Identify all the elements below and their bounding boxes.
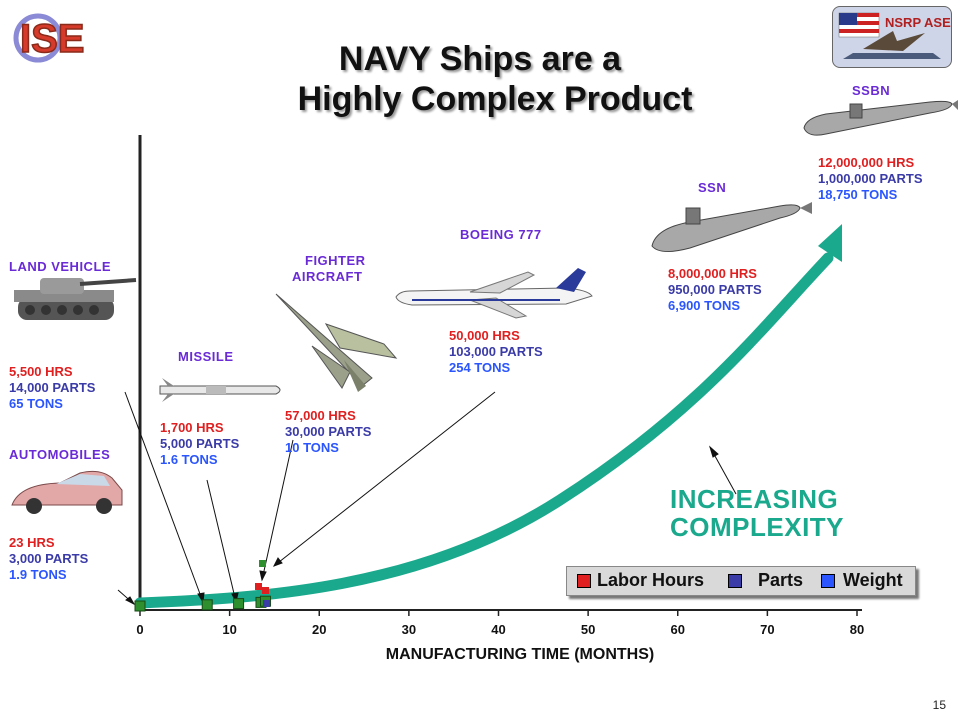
x-tick-label: 60 <box>671 622 685 637</box>
x-tick-label: 50 <box>581 622 595 637</box>
boeing-777-image <box>395 268 593 319</box>
x-tick-label: 40 <box>491 622 505 637</box>
missile-parts: 5,000 PARTS <box>160 436 240 451</box>
category-fighter-line1: FIGHTER <box>305 253 366 268</box>
stats-fighter-aircraft: 57,000 HRS 30,000 PARTS 10 TONS <box>285 408 371 456</box>
x-tick-label: 20 <box>312 622 326 637</box>
stats-automobiles: 23 HRS 3,000 PARTS 1.9 TONS <box>9 535 88 583</box>
automobiles-parts: 3,000 PARTS <box>9 551 89 566</box>
missile-hrs: 1,700 HRS <box>160 420 224 435</box>
data-point-marker-small <box>263 600 270 607</box>
arrowhead-fighter <box>259 570 267 582</box>
legend-swatch-labor-hours <box>577 574 591 588</box>
increasing-complexity-label: INCREASING COMPLEXITY <box>670 485 844 541</box>
arrowhead-boeing <box>272 557 283 567</box>
category-missile: MISSILE <box>178 349 234 364</box>
ssn-submarine-image <box>651 202 812 252</box>
stats-ssbn: 12,000,000 HRS 1,000,000 PARTS 18,750 TO… <box>818 155 923 203</box>
legend: Labor Hours Parts Weight <box>566 566 916 596</box>
boeing-hrs: 50,000 HRS <box>449 328 520 343</box>
slide-title-line1: NAVY Ships are a <box>338 40 622 78</box>
legend-label-labor-hours: Labor Hours <box>597 570 705 590</box>
x-ticks: 0 10 20 30 40 50 60 70 80 <box>136 610 864 637</box>
arrowhead-automobiles <box>125 596 136 606</box>
automobiles-hrs: 23 HRS <box>9 535 55 550</box>
ssbn-parts: 1,000,000 PARTS <box>818 171 923 186</box>
callout-missile <box>206 479 237 603</box>
x-axis-title: MANUFACTURING TIME (MONTHS) <box>385 646 655 663</box>
data-point-marker <box>233 598 245 610</box>
boeing-parts: 103,000 PARTS <box>449 344 543 359</box>
missile-tons: 1.6 TONS <box>160 452 218 467</box>
increasing-line1: INCREASING <box>670 484 839 514</box>
land-vehicle-parts: 14,000 PARTS <box>9 380 96 395</box>
x-tick-label: 10 <box>222 622 236 637</box>
nsrp-ase-logo: NSRP ASE <box>832 6 952 68</box>
category-fighter-aircraft: FIGHTER AIRCRAFT <box>292 253 366 285</box>
fighter-aircraft-image <box>275 293 398 392</box>
category-fighter-line2: AIRCRAFT <box>292 269 363 284</box>
legend-item-weight <box>821 574 835 593</box>
ssbn-tons: 18,750 TONS <box>818 187 898 202</box>
data-point-marker-small <box>262 587 269 594</box>
callout-land-vehicle <box>124 391 204 603</box>
tank-image <box>14 278 137 320</box>
category-automobiles: AUTOMOBILES <box>9 447 111 462</box>
callout-fighter <box>261 439 294 581</box>
car-image <box>11 470 123 514</box>
data-point-marker-small <box>259 560 266 567</box>
legend-item-parts <box>728 574 742 593</box>
ssn-tons: 6,900 TONS <box>668 298 741 313</box>
arrowhead-increasing <box>709 445 719 458</box>
category-boeing-777: BOEING 777 <box>460 227 542 242</box>
fighter-tons: 10 TONS <box>285 440 339 455</box>
data-point-marker-small <box>255 583 262 590</box>
legend-swatch-parts <box>728 574 742 588</box>
land-vehicle-hrs: 5,500 HRS <box>9 364 73 379</box>
callout-lines <box>117 391 737 606</box>
ssbn-submarine-image <box>803 100 958 136</box>
complexity-curve <box>134 252 834 609</box>
land-vehicle-tons: 65 TONS <box>9 396 63 411</box>
legend-item-labor-hours <box>577 574 591 593</box>
slide-title-line2: Highly Complex Product <box>297 80 693 118</box>
boeing-tons: 254 TONS <box>449 360 511 375</box>
category-ssbn: SSBN <box>852 83 891 98</box>
ssn-hrs: 8,000,000 HRS <box>668 266 757 281</box>
stats-boeing-777: 50,000 HRS 103,000 PARTS 254 TONS <box>449 328 543 376</box>
x-tick-label: 0 <box>136 622 143 637</box>
nsrp-logo-text: NSRP ASE <box>885 15 951 30</box>
page-number: 15 <box>932 698 946 712</box>
x-tick-label: 30 <box>402 622 416 637</box>
callout-boeing <box>273 391 496 567</box>
fighter-hrs: 57,000 HRS <box>285 408 356 423</box>
data-markers <box>134 560 271 612</box>
data-point-marker <box>201 599 213 611</box>
ise-logo-text: ISE <box>20 17 84 61</box>
x-tick-label: 70 <box>760 622 774 637</box>
category-ssn: SSN <box>698 180 727 195</box>
stats-ssn: 8,000,000 HRS 950,000 PARTS 6,900 TONS <box>668 266 762 314</box>
stats-land-vehicle: 5,500 HRS 14,000 PARTS 65 TONS <box>9 364 95 412</box>
automobiles-tons: 1.9 TONS <box>9 567 67 582</box>
data-point-marker <box>134 600 146 612</box>
x-tick-label: 80 <box>850 622 864 637</box>
legend-swatch-weight <box>821 574 835 588</box>
legend-label-parts: Parts <box>758 570 804 590</box>
fighter-parts: 30,000 PARTS <box>285 424 372 439</box>
category-land-vehicle: LAND VEHICLE <box>9 259 112 274</box>
ise-logo: ISE <box>12 8 100 64</box>
increasing-line2: COMPLEXITY <box>670 512 845 542</box>
legend-label-weight: Weight <box>843 570 903 590</box>
ssn-parts: 950,000 PARTS <box>668 282 762 297</box>
stats-missile: 1,700 HRS 5,000 PARTS 1.6 TONS <box>160 420 239 468</box>
curve-arrowhead <box>818 224 842 262</box>
ssbn-hrs: 12,000,000 HRS <box>818 155 915 170</box>
missile-image <box>159 378 281 402</box>
